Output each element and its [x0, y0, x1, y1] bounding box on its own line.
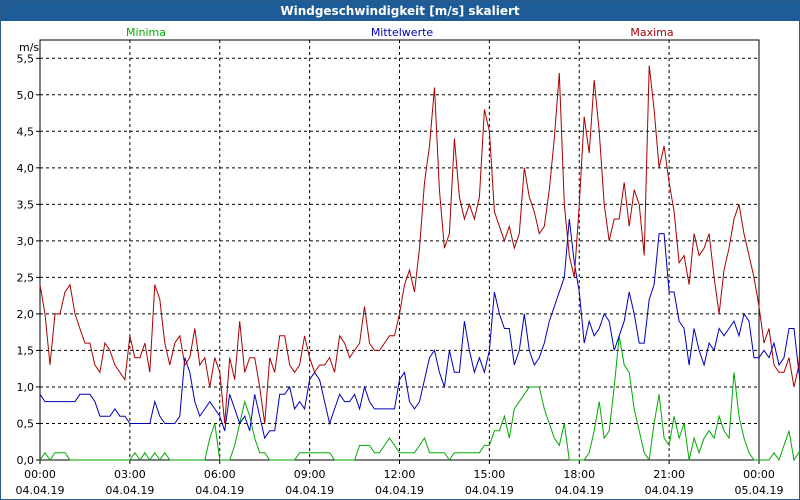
- y-tick-label: 3,0: [17, 235, 35, 248]
- x-tick-time: 21:00: [653, 468, 685, 481]
- x-tick-date: 04.04.19: [285, 484, 334, 497]
- y-tick-label: 5,0: [17, 89, 35, 102]
- x-tick-date: 04.04.19: [16, 484, 65, 497]
- legend-minima: Minima: [126, 26, 166, 39]
- y-tick-label: 1,0: [17, 381, 35, 394]
- x-tick-date: 04.04.19: [195, 484, 244, 497]
- y-axis-ticks: 0,0 0,5 1,0 1,5 2,0 2,5 3,0 3,5 4,0 4,5 5,0 5,5: [17, 52, 40, 467]
- x-tick-time: 00:00: [743, 468, 775, 481]
- x-tick-time: 15:00: [474, 468, 506, 481]
- y-tick-label: 4,0: [17, 162, 35, 175]
- x-tick-time: 09:00: [294, 468, 326, 481]
- y-tick-label: 2,5: [17, 271, 35, 284]
- series-line-minima: [39, 335, 800, 462]
- x-axis-ticks: 00:00 04.04.19 03:00 04.04.19 06:00 04.04.19 0…: [16, 460, 784, 497]
- legend-maxima: Maxima: [630, 26, 673, 39]
- y-tick-label: 5,5: [17, 52, 35, 65]
- y-tick-label: 3,5: [17, 198, 35, 211]
- y-tick-label: 1,5: [17, 344, 35, 357]
- x-tick-date: 05.04.19: [735, 484, 784, 497]
- x-tick-time: 00:00: [24, 468, 56, 481]
- y-tick-label: 2,0: [17, 308, 35, 321]
- x-tick-time: 03:00: [114, 468, 146, 481]
- x-tick-date: 04.04.19: [645, 484, 694, 497]
- y-axis-label: m/s: [19, 41, 39, 54]
- legend-mittelwerte: Mittelwerte: [371, 26, 434, 39]
- x-tick-time: 18:00: [563, 468, 595, 481]
- x-tick-date: 04.04.19: [555, 484, 604, 497]
- grid-lines: [40, 40, 759, 461]
- x-tick-time: 12:00: [384, 468, 416, 481]
- x-tick-date: 04.04.19: [375, 484, 424, 497]
- y-tick-label: 0,0: [17, 454, 35, 467]
- window-title: Windgeschwindigkeit [m/s] skaliert: [1, 1, 799, 21]
- series-line-maxima: [39, 65, 800, 424]
- x-tick-time: 06:00: [204, 468, 236, 481]
- x-tick-date: 04.04.19: [465, 484, 514, 497]
- series-line-mittelwerte: [39, 218, 800, 440]
- x-tick-date: 04.04.19: [105, 484, 154, 497]
- y-tick-label: 0,5: [17, 417, 35, 430]
- y-tick-label: 4,5: [17, 125, 35, 138]
- series-lines: [39, 65, 800, 462]
